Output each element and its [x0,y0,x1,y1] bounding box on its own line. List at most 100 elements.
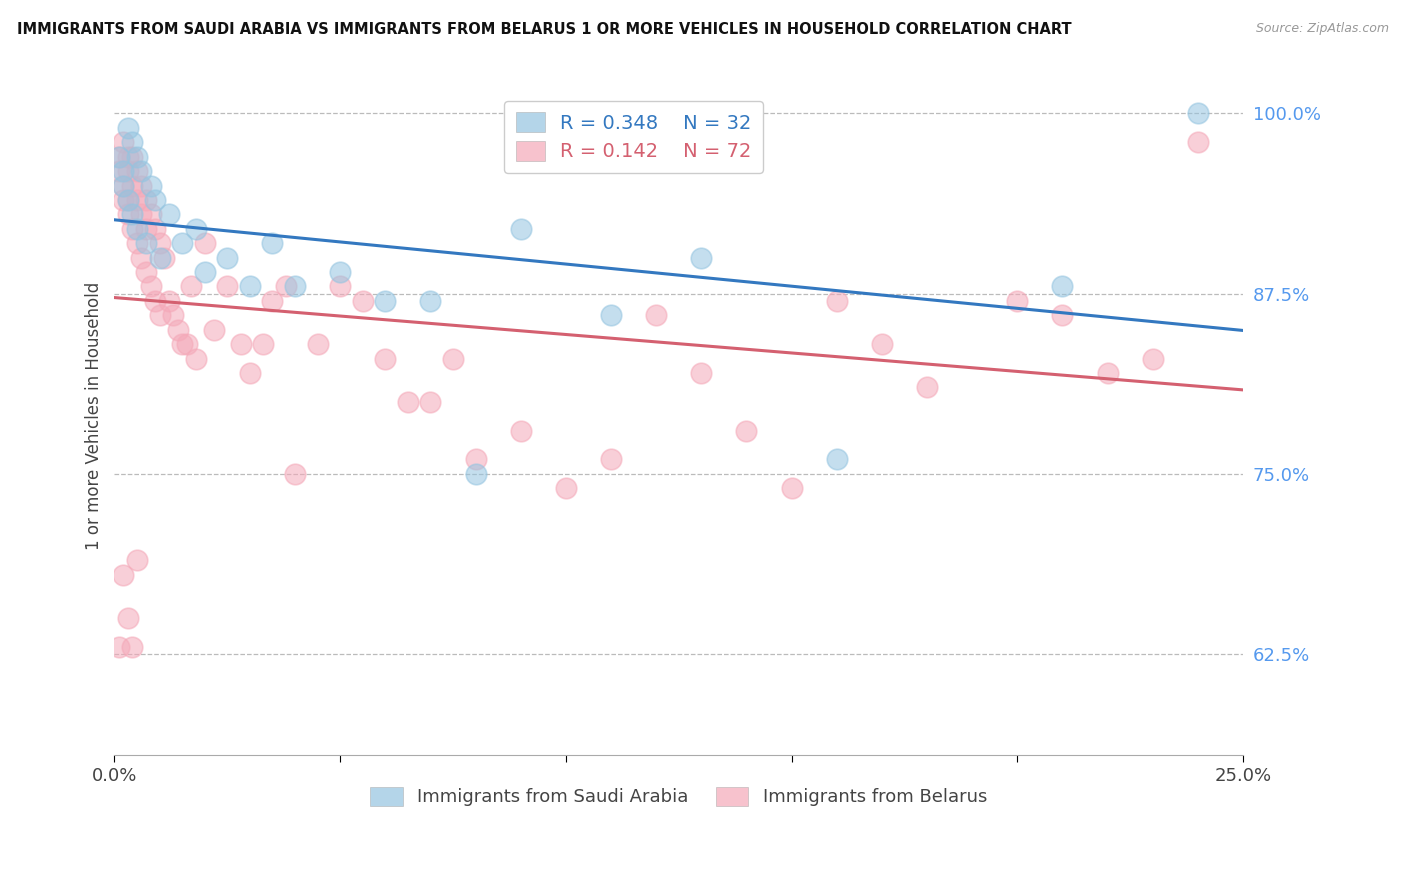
Point [274,279,297,293]
Point [464,452,486,467]
Text: IMMIGRANTS FROM SAUDI ARABIA VS IMMIGRANTS FROM BELARUS 1 OR MORE VEHICLES IN HO: IMMIGRANTS FROM SAUDI ARABIA VS IMMIGRAN… [17,22,1071,37]
Point [180,279,202,293]
Point [112,164,135,178]
Point [131,164,153,178]
Point [125,221,148,235]
Point [121,221,143,235]
Point [419,394,441,409]
Point [117,207,139,221]
Point [396,394,419,409]
Point [108,164,131,178]
Point [690,251,713,265]
Point [1007,293,1029,308]
Point [125,164,148,178]
Point [1187,106,1209,120]
Point [1052,279,1074,293]
Point [157,207,180,221]
Point [131,207,153,221]
Point [419,293,441,308]
Point [125,150,148,164]
Point [125,193,148,207]
Point [329,265,352,279]
Point [121,207,143,221]
Point [117,150,139,164]
Point [112,567,135,582]
Point [135,221,157,235]
Point [600,452,623,467]
Point [329,279,352,293]
Point [690,366,713,380]
Point [239,279,262,293]
Point [162,308,184,322]
Point [166,323,188,337]
Point [172,236,194,251]
Text: Source: ZipAtlas.com: Source: ZipAtlas.com [1256,22,1389,36]
Legend: Immigrants from Saudi Arabia, Immigrants from Belarus: Immigrants from Saudi Arabia, Immigrants… [363,780,994,814]
Point [121,136,143,150]
Point [1187,136,1209,150]
Point [117,120,139,135]
Point [135,236,157,251]
Point [374,351,396,366]
Point [184,221,207,235]
Point [143,193,166,207]
Point [184,351,207,366]
Y-axis label: 1 or more Vehicles in Household: 1 or more Vehicles in Household [86,282,103,550]
Point [176,337,198,351]
Point [284,279,307,293]
Point [600,308,623,322]
Point [374,293,396,308]
Point [194,265,217,279]
Point [441,351,464,366]
Point [121,178,143,193]
Point [252,337,274,351]
Point [262,236,284,251]
Point [121,150,143,164]
Point [135,265,157,279]
Point [117,193,139,207]
Point [135,193,157,207]
Point [870,337,893,351]
Point [509,221,531,235]
Point [125,553,148,567]
Point [172,337,194,351]
Point [131,178,153,193]
Point [157,293,180,308]
Point [143,221,166,235]
Point [139,279,162,293]
Point [117,193,139,207]
Point [108,150,131,164]
Point [780,481,803,495]
Point [112,136,135,150]
Point [352,293,374,308]
Point [915,380,938,394]
Point [202,323,225,337]
Point [121,640,143,654]
Point [735,424,758,438]
Point [148,308,170,322]
Point [239,366,262,380]
Point [262,293,284,308]
Point [645,308,668,322]
Point [307,337,329,351]
Point [139,178,162,193]
Point [464,467,486,481]
Point [825,452,848,467]
Point [153,251,176,265]
Point [108,640,131,654]
Point [108,150,131,164]
Point [112,178,135,193]
Point [284,467,307,481]
Point [112,178,135,193]
Point [131,251,153,265]
Point [117,611,139,625]
Point [112,193,135,207]
Point [148,236,170,251]
Point [148,251,170,265]
Point [139,207,162,221]
Point [1097,366,1119,380]
Point [194,236,217,251]
Point [229,337,252,351]
Point [217,279,239,293]
Point [1142,351,1164,366]
